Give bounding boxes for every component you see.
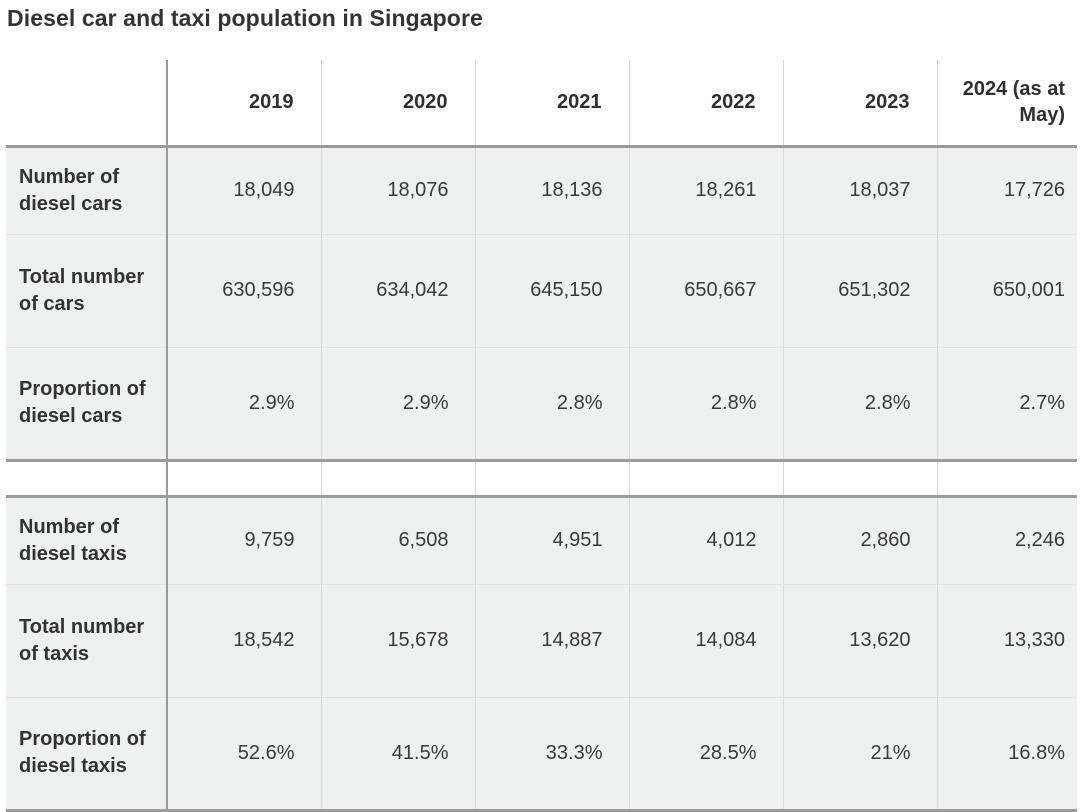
table-cell: 41.5% <box>320 697 475 812</box>
table-cell: 18,037 <box>782 146 937 235</box>
table-cell: 18,076 <box>320 146 475 235</box>
table-cell: 13,330 <box>936 584 1077 698</box>
table-cell: 6,508 <box>320 496 475 585</box>
section-separator <box>6 458 1077 498</box>
table-cell: 2.9% <box>166 347 321 461</box>
column-header-2023: 2023 <box>782 60 937 148</box>
data-table: 2019 2020 2021 2022 2023 2024 (as at May… <box>6 60 1077 812</box>
table-cell: 14,887 <box>474 584 629 698</box>
table-cell: 18,261 <box>628 146 783 235</box>
row-label: Proportion of diesel cars <box>6 347 167 461</box>
table-cell: 33.3% <box>474 697 629 812</box>
table-cell: 630,596 <box>166 234 321 348</box>
column-header-2020: 2020 <box>320 60 475 148</box>
table-cell: 52.6% <box>166 697 321 812</box>
row-label: Total number of taxis <box>6 584 167 698</box>
table-cell: 2.9% <box>320 347 475 461</box>
table-cell: 15,678 <box>320 584 475 698</box>
column-header-2024: 2024 (as at May) <box>936 60 1077 148</box>
row-label: Total number of cars <box>6 234 167 348</box>
table-cell: 28.5% <box>628 697 783 812</box>
table-cell: 650,001 <box>936 234 1077 348</box>
separator-cell <box>320 458 475 498</box>
separator-cell <box>166 458 321 498</box>
corner-cell <box>6 60 167 148</box>
table-cell: 18,542 <box>166 584 321 698</box>
column-header-2022: 2022 <box>628 60 783 148</box>
separator-cell <box>628 458 783 498</box>
row-label: Number of diesel cars <box>6 146 167 235</box>
table-cell: 17,726 <box>936 146 1077 235</box>
separator-cell <box>782 458 937 498</box>
row-label: Proportion of diesel taxis <box>6 697 167 812</box>
header-row: 2019 2020 2021 2022 2023 2024 (as at May… <box>6 60 1077 148</box>
page-title: Diesel car and taxi population in Singap… <box>7 5 483 31</box>
row-total-taxis: Total number of taxis 18,542 15,678 14,8… <box>6 584 1077 698</box>
table-cell: 18,136 <box>474 146 629 235</box>
table-cell: 634,042 <box>320 234 475 348</box>
table-cell: 2.7% <box>936 347 1077 461</box>
column-header-2019: 2019 <box>166 60 321 148</box>
table-cell: 2.8% <box>628 347 783 461</box>
separator-cell <box>936 458 1077 498</box>
table-cell: 651,302 <box>782 234 937 348</box>
table-cell: 4,951 <box>474 496 629 585</box>
separator-cell <box>6 458 167 498</box>
row-label: Number of diesel taxis <box>6 496 167 585</box>
table-cell: 18,049 <box>166 146 321 235</box>
table-cell: 2.8% <box>474 347 629 461</box>
row-total-cars: Total number of cars 630,596 634,042 645… <box>6 234 1077 348</box>
table-cell: 16.8% <box>936 697 1077 812</box>
table-cell: 2,246 <box>936 496 1077 585</box>
table-cell: 4,012 <box>628 496 783 585</box>
row-diesel-taxis: Number of diesel taxis 9,759 6,508 4,951… <box>6 496 1077 585</box>
table-cell: 650,667 <box>628 234 783 348</box>
table-cell: 14,084 <box>628 584 783 698</box>
row-diesel-cars: Number of diesel cars 18,049 18,076 18,1… <box>6 146 1077 235</box>
table-cell: 9,759 <box>166 496 321 585</box>
row-proportion-cars: Proportion of diesel cars 2.9% 2.9% 2.8%… <box>6 347 1077 461</box>
row-proportion-taxis: Proportion of diesel taxis 52.6% 41.5% 3… <box>6 697 1077 812</box>
table-cell: 2,860 <box>782 496 937 585</box>
table-cell: 21% <box>782 697 937 812</box>
column-header-2021: 2021 <box>474 60 629 148</box>
table-cell: 645,150 <box>474 234 629 348</box>
table-cell: 13,620 <box>782 584 937 698</box>
separator-cell <box>474 458 629 498</box>
table-cell: 2.8% <box>782 347 937 461</box>
